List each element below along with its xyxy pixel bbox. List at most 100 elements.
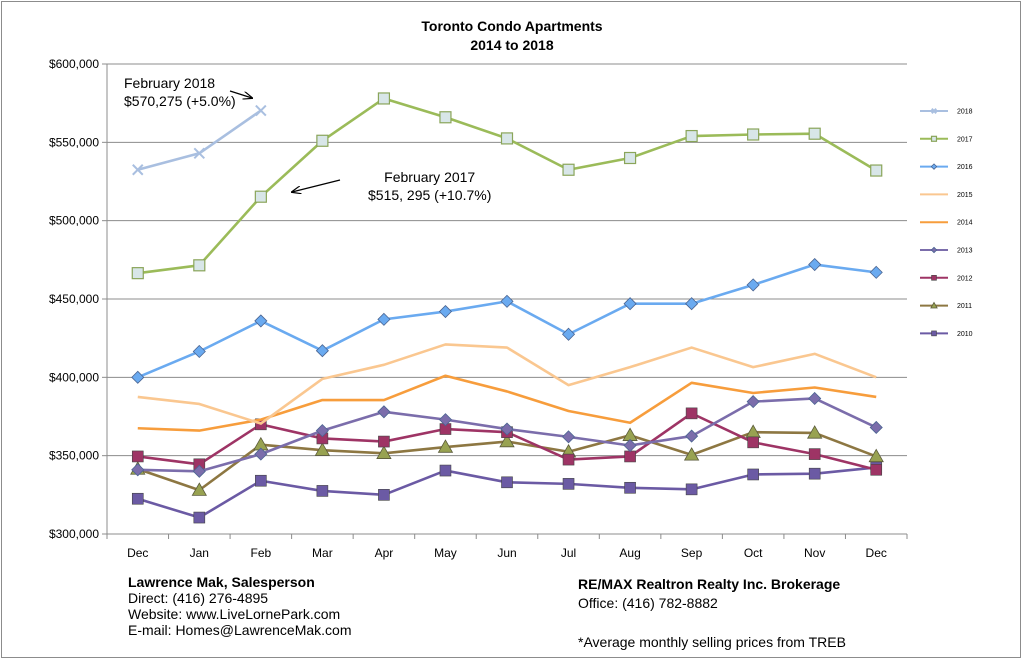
legend-label: 2014 — [957, 220, 973, 227]
data-point — [315, 344, 329, 358]
data-point — [254, 190, 267, 203]
data-point — [808, 257, 822, 272]
data-point — [807, 425, 823, 439]
data-point — [930, 301, 938, 309]
data-point — [562, 163, 575, 176]
series-line-2010 — [137, 466, 877, 519]
data-point — [378, 435, 390, 448]
data-point — [930, 246, 938, 254]
series-2010 — [131, 461, 883, 524]
annotation-arrow-2017 — [292, 179, 341, 192]
data-point — [193, 147, 206, 160]
data-point — [562, 453, 575, 466]
annotation-2017-line1: February 2017 — [384, 169, 476, 185]
series-2013 — [131, 391, 883, 478]
data-point — [623, 151, 637, 165]
data-point — [624, 481, 636, 494]
legend-item: 2018 — [920, 108, 973, 116]
data-point — [623, 438, 637, 453]
agent-email: E-mail: Homes@LawrenceMak.com — [128, 622, 352, 638]
series-2016 — [131, 257, 883, 384]
y-tick-label: $350,000 — [49, 449, 99, 463]
agent-direct: Direct: (416) 276-4895 — [128, 590, 269, 606]
x-tick-label: Apr — [375, 546, 394, 560]
annotation-2018-line1: February 2018 — [124, 75, 216, 91]
data-point — [193, 511, 206, 524]
y-tick-label: $300,000 — [49, 527, 99, 541]
agent-contact: Lawrence Mak, Salesperson Direct: (416) … — [128, 574, 352, 638]
data-point — [377, 405, 391, 419]
data-point — [746, 278, 760, 292]
legend-item: 2011 — [920, 301, 972, 310]
data-point — [438, 304, 453, 319]
legend-item: 2015 — [920, 192, 973, 199]
data-point — [192, 464, 206, 478]
data-source-note: *Average monthly selling prices from TRE… — [578, 634, 846, 650]
x-tick-label: May — [434, 546, 457, 560]
legend-label: 2011 — [957, 303, 972, 310]
data-point — [562, 478, 575, 490]
x-tick-label: Jan — [190, 546, 209, 560]
x-tick-label: Mar — [312, 546, 333, 560]
data-point — [685, 407, 698, 420]
data-point — [808, 391, 822, 406]
legend-label: 2013 — [957, 248, 973, 255]
legend-item: 2016 — [920, 163, 973, 171]
data-point — [622, 427, 638, 441]
data-point — [870, 463, 883, 476]
data-point — [254, 314, 268, 328]
data-point — [808, 467, 821, 480]
data-point — [132, 164, 144, 176]
legend-label: 2017 — [957, 136, 973, 143]
x-tick-label: Dec — [866, 546, 887, 560]
data-point — [315, 424, 329, 438]
x-tick-label: Dec — [127, 546, 148, 560]
series-2015 — [137, 343, 877, 425]
x-tick-label: Nov — [804, 546, 825, 560]
data-point — [193, 259, 206, 272]
series-2018 — [132, 104, 267, 176]
data-point — [685, 429, 699, 443]
data-point — [930, 135, 938, 142]
data-point — [500, 294, 514, 308]
data-point — [131, 267, 144, 280]
series-line-2018 — [137, 109, 262, 172]
data-point — [868, 448, 884, 463]
data-point — [131, 370, 145, 384]
data-point — [808, 127, 821, 140]
data-point — [438, 413, 453, 427]
data-point — [439, 111, 452, 124]
x-tick-label: Oct — [744, 546, 763, 560]
x-tick-label: Sep — [681, 546, 703, 560]
annotation-arrow-2018 — [229, 90, 252, 98]
data-point — [255, 104, 267, 117]
legend-item: 2013 — [920, 246, 973, 255]
agent-website: Website: www.LiveLornePark.com — [128, 606, 341, 622]
series-2017 — [131, 92, 883, 280]
data-point — [378, 489, 390, 501]
legend-label: 2015 — [957, 192, 973, 199]
data-point — [500, 132, 514, 145]
data-point — [683, 447, 700, 461]
series-2014 — [137, 374, 877, 432]
legend-item: 2017 — [920, 135, 973, 143]
data-point — [623, 297, 637, 311]
annotation-2017: February 2017 $515, 295 (+10.7%) — [368, 168, 491, 204]
annotation-2017-line2: $515, 295 (+10.7%) — [368, 187, 492, 203]
data-point — [254, 447, 268, 461]
legend-label: 2010 — [957, 331, 973, 338]
data-point — [499, 433, 515, 448]
data-point — [685, 297, 699, 311]
brokerage-office: Office: (416) 782-8882 — [578, 595, 718, 611]
chart-subtitle: 2014 to 2018 — [470, 37, 554, 53]
series-line-2014 — [137, 374, 877, 432]
data-point — [501, 476, 513, 489]
data-point — [377, 312, 391, 326]
series-line-2017 — [137, 97, 877, 275]
data-point — [316, 134, 329, 147]
annotation-2018-line2: $570,275 (+5.0%) — [124, 93, 236, 109]
y-tick-label: $550,000 — [49, 135, 99, 149]
data-point — [314, 442, 331, 456]
